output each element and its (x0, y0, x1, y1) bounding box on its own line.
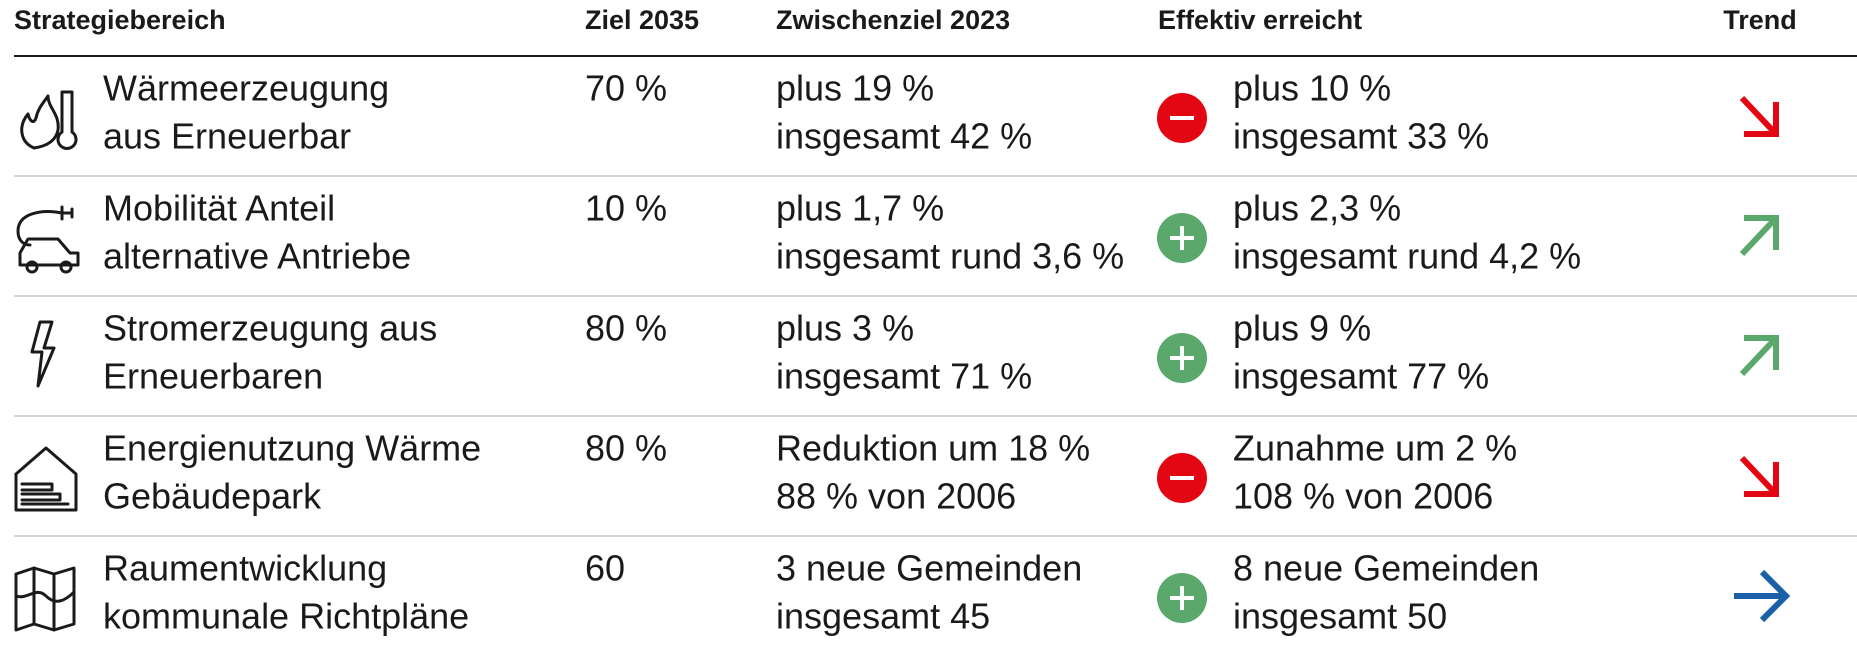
trend-shaft (1739, 335, 1779, 377)
effektiv: insgesamt 50 (1233, 596, 1447, 637)
trend-arrow (1739, 335, 1779, 377)
icon-house (14, 446, 78, 512)
trend-shaft (1739, 455, 1779, 497)
label: Raumentwicklung (103, 548, 387, 589)
zwischenziel: insgesamt rund 3,6 % (776, 236, 1124, 277)
effektiv: insgesamt 77 % (1233, 356, 1489, 397)
label: aus Erneuerbar (103, 116, 351, 157)
effektiv: plus 9 % (1233, 308, 1371, 349)
label: kommunale Richtpläne (103, 596, 469, 637)
effektiv: Zunahme um 2 % (1233, 428, 1517, 469)
column-header: Effektiv erreicht (1158, 5, 1362, 35)
trend-head (1744, 462, 1779, 497)
zwischenziel: plus 1,7 % (776, 188, 944, 229)
ziel: 10 % (585, 188, 667, 229)
zwischenziel: plus 3 % (776, 308, 914, 349)
label: Erneuerbaren (103, 356, 323, 397)
effektiv: plus 2,3 % (1233, 188, 1401, 229)
zwischenziel: insgesamt 45 (776, 596, 990, 637)
icon-map (14, 566, 76, 632)
trend-shaft (1739, 95, 1779, 137)
column-header: Strategiebereich (14, 5, 226, 35)
label: Gebäudepark (103, 476, 322, 517)
icon-car (16, 205, 80, 274)
label: Stromerzeugung aus (103, 308, 437, 349)
ziel: 70 % (585, 68, 667, 109)
label: Energienutzung Wärme (103, 428, 481, 469)
ziel: 80 % (585, 428, 667, 469)
effektiv: plus 10 % (1233, 68, 1391, 109)
ziel: 80 % (585, 308, 667, 349)
effektiv: 108 % von 2006 (1233, 476, 1493, 517)
trend-shaft (1739, 215, 1779, 257)
trend-head (1744, 102, 1779, 137)
column-header: Ziel 2035 (585, 5, 699, 35)
icon-heat (20, 90, 78, 150)
trend-head (1744, 215, 1779, 250)
label: Mobilität Anteil (103, 188, 335, 229)
zwischenziel: 88 % von 2006 (776, 476, 1016, 517)
zwischenziel: plus 19 % (776, 68, 934, 109)
label: Wärmeerzeugung (103, 68, 389, 109)
trend-arrow (1734, 569, 1791, 623)
trend-head (1759, 569, 1791, 623)
ziel: 60 (585, 548, 625, 589)
zwischenziel: Reduktion um 18 % (776, 428, 1090, 469)
zwischenziel: insgesamt 42 % (776, 116, 1032, 157)
label: alternative Antriebe (103, 236, 411, 277)
column-header: Trend (1723, 5, 1797, 35)
zwischenziel: insgesamt 71 % (776, 356, 1032, 397)
column-header: Zwischenziel 2023 (776, 5, 1010, 35)
trend-arrow (1739, 95, 1779, 137)
icon-bolt (30, 320, 56, 388)
trend-arrow (1739, 215, 1779, 257)
zwischenziel: 3 neue Gemeinden (776, 548, 1082, 589)
trend-arrow (1739, 455, 1779, 497)
effektiv: 8 neue Gemeinden (1233, 548, 1539, 589)
effektiv: insgesamt 33 % (1233, 116, 1489, 157)
effektiv: insgesamt rund 4,2 % (1233, 236, 1581, 277)
trend-head (1744, 335, 1779, 370)
